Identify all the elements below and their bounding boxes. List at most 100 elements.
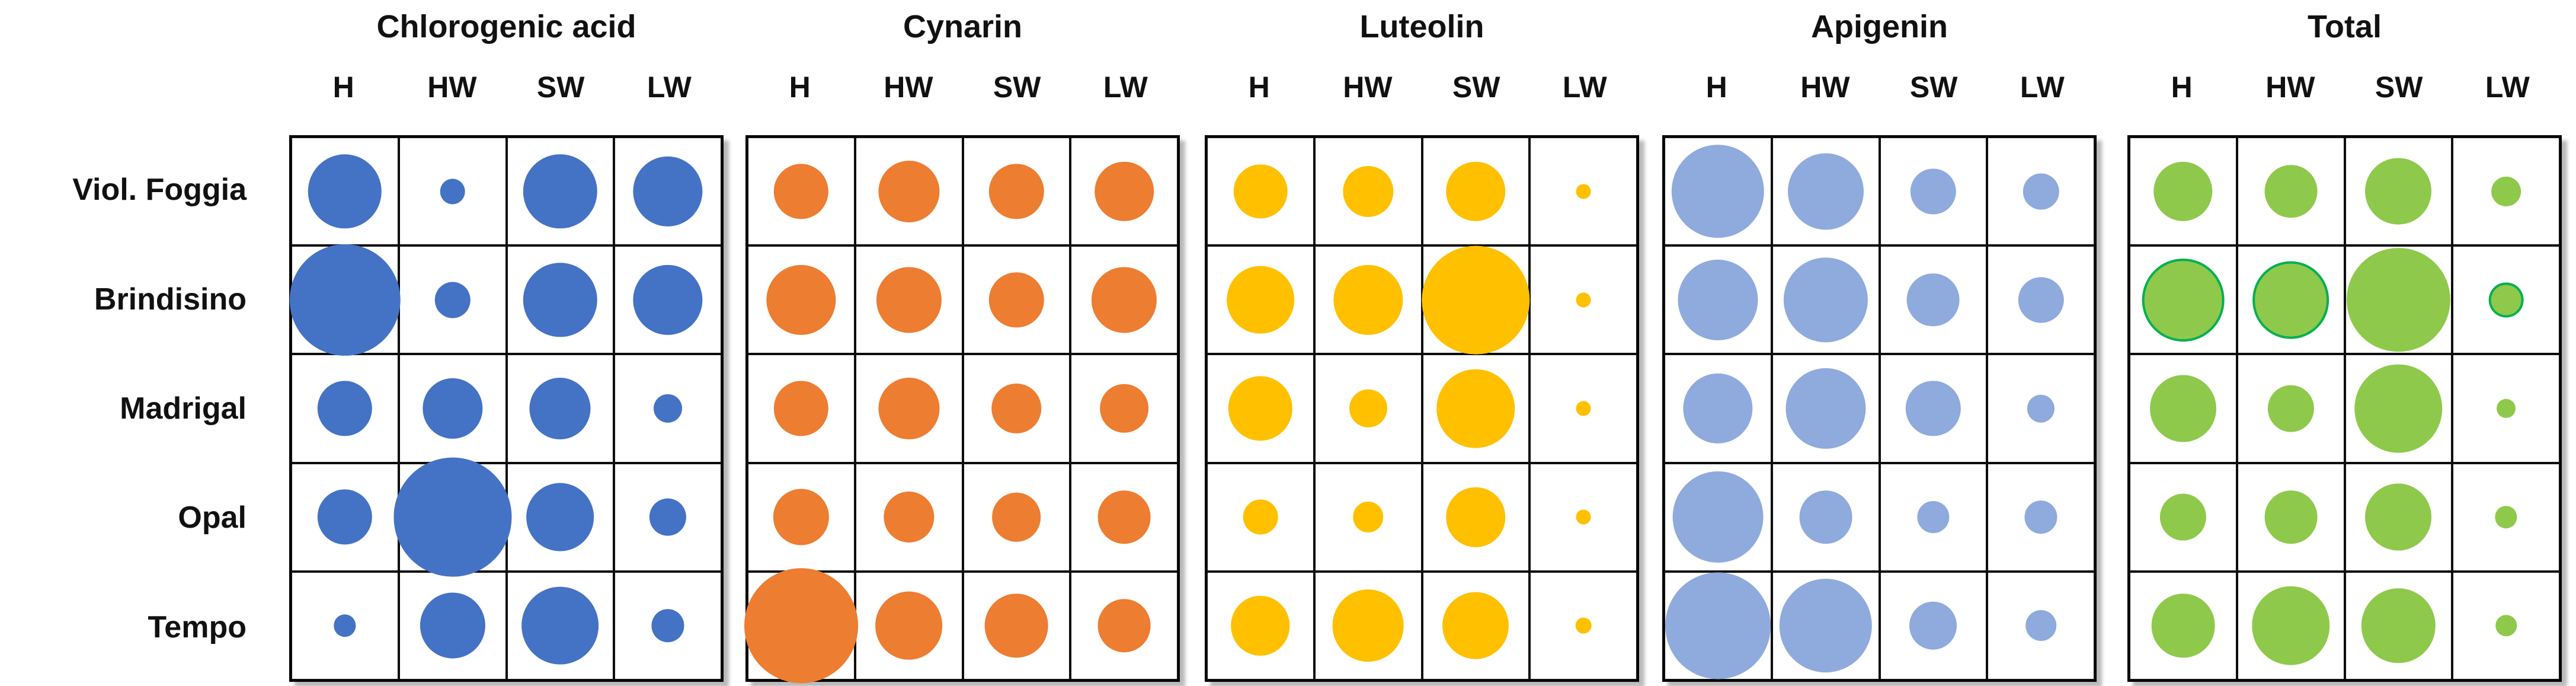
bubble <box>1442 592 1509 659</box>
grid-cell <box>962 571 1071 680</box>
bubble <box>2264 164 2318 218</box>
row-label-brindisino: Brindisino <box>94 282 247 317</box>
grid-cell <box>1664 137 1772 246</box>
bubble <box>2018 277 2064 323</box>
bubble <box>422 378 483 439</box>
grid-cell <box>1070 462 1178 572</box>
column-label-lw: LW <box>2485 71 2530 104</box>
bubble <box>434 282 471 318</box>
bubble <box>526 483 594 551</box>
bubble <box>1678 259 1758 340</box>
grid-cell <box>506 571 615 680</box>
bubble <box>521 586 599 665</box>
bubble <box>883 492 935 543</box>
grid-cell <box>2129 571 2237 680</box>
grid-cell <box>2452 462 2560 572</box>
column-label-hw: HW <box>1343 71 1393 104</box>
bubble <box>393 457 512 577</box>
grid-cell <box>1422 354 1530 463</box>
grid-cell <box>614 354 722 463</box>
grid-cell <box>1771 354 1880 463</box>
panel-title-cynarin: Cynarin <box>903 9 1023 44</box>
grid-cell <box>393 457 512 577</box>
bubble <box>992 492 1041 542</box>
bubble <box>1097 490 1151 544</box>
bubble <box>2495 615 2517 637</box>
grid-cell <box>1879 571 1988 680</box>
bubble <box>1352 502 1384 533</box>
bubble <box>2159 493 2206 541</box>
row-label-opal: Opal <box>178 500 247 535</box>
bubble <box>2347 247 2450 352</box>
grid-cell <box>2452 137 2560 246</box>
grid-cell <box>1771 137 1880 246</box>
bubble <box>633 156 703 226</box>
bubble <box>420 592 485 659</box>
bubble <box>317 381 373 436</box>
column-label-lw: LW <box>647 71 692 104</box>
grid-cell <box>2129 462 2237 572</box>
grid-cell <box>1987 245 2095 355</box>
bubble <box>649 498 687 536</box>
bubble <box>1095 161 1154 221</box>
grid-cell <box>614 245 722 355</box>
grid-cell <box>2344 245 2453 355</box>
bubble <box>1349 389 1387 428</box>
grid-cell <box>747 245 855 355</box>
column-label-sw: SW <box>536 71 585 104</box>
column-label-h: H <box>332 71 354 104</box>
grid-cell <box>398 354 507 463</box>
bubble <box>985 594 1048 658</box>
column-labels: H HW SW LW <box>289 70 724 104</box>
bubble <box>1683 373 1753 444</box>
grid-cell <box>1529 354 1637 463</box>
grid-cell <box>747 137 855 246</box>
grid-cell <box>962 137 1071 246</box>
grid-cell <box>289 244 401 356</box>
bubble <box>651 609 684 643</box>
bubble-grid-cynarin <box>744 135 1180 684</box>
grid-cell <box>2344 571 2453 680</box>
bubble <box>2365 483 2432 551</box>
grid-cell <box>2129 137 2237 246</box>
grid-cell <box>1664 245 1772 355</box>
grid-cell <box>2452 245 2560 355</box>
grid-cell <box>614 571 722 680</box>
grid-cell <box>506 462 615 572</box>
grid-cell <box>1529 137 1637 246</box>
bubble <box>1575 617 1592 634</box>
bubble <box>1906 273 1960 327</box>
grid-cell <box>1529 571 1637 680</box>
bubble <box>875 592 943 660</box>
grid-cell <box>855 245 963 355</box>
column-label-h: H <box>1705 71 1727 104</box>
column-label-hw: HW <box>1800 71 1850 104</box>
bubble <box>1342 165 1394 217</box>
grid-cell <box>506 245 615 355</box>
grid-cell <box>744 568 858 684</box>
bubble <box>878 378 940 439</box>
bubble <box>440 178 465 205</box>
bubble <box>2264 490 2318 544</box>
grid-cell <box>291 571 399 680</box>
bubble <box>2025 610 2056 642</box>
grid-cell <box>2236 245 2345 355</box>
bubble <box>654 394 683 423</box>
column-label-sw: SW <box>1452 71 1500 104</box>
column-label-hw: HW <box>2265 71 2315 104</box>
bubble <box>1917 501 1950 534</box>
bubble <box>1446 161 1506 221</box>
bubble <box>1333 264 1403 335</box>
panel-title-luteolin: Luteolin <box>1359 9 1484 44</box>
bubble <box>2488 282 2524 318</box>
grid-cell <box>1664 571 1772 680</box>
bubble <box>989 164 1044 219</box>
grid-cell <box>1070 354 1178 463</box>
bubble <box>1446 487 1506 547</box>
grid-cell <box>2452 354 2560 463</box>
grid-cell <box>855 137 963 246</box>
grid-cell <box>1879 245 1988 355</box>
bubble <box>1799 490 1852 544</box>
grid-cell <box>1987 137 2095 246</box>
